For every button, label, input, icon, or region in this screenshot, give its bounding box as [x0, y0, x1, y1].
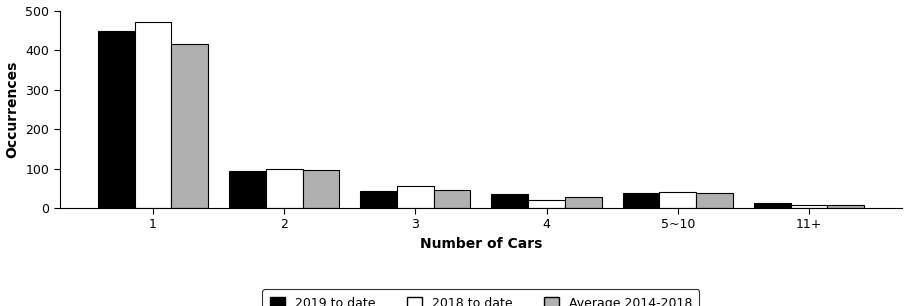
- Bar: [791, 205, 827, 208]
- Bar: [172, 44, 208, 208]
- X-axis label: Number of Cars: Number of Cars: [419, 237, 542, 251]
- Bar: [134, 22, 172, 208]
- Bar: [528, 200, 565, 208]
- Bar: [565, 197, 602, 208]
- Bar: [754, 203, 791, 208]
- Bar: [623, 193, 659, 208]
- Bar: [98, 31, 134, 208]
- Bar: [302, 170, 340, 208]
- Bar: [827, 205, 864, 208]
- Bar: [266, 169, 302, 208]
- Bar: [360, 192, 397, 208]
- Legend: 2019 to date, 2018 to date, Average 2014-2018: 2019 to date, 2018 to date, Average 2014…: [262, 289, 699, 306]
- Bar: [696, 193, 733, 208]
- Bar: [491, 194, 528, 208]
- Bar: [434, 190, 470, 208]
- Bar: [397, 185, 434, 208]
- Y-axis label: Occurrences: Occurrences: [5, 61, 20, 158]
- Bar: [659, 192, 696, 208]
- Bar: [229, 171, 266, 208]
